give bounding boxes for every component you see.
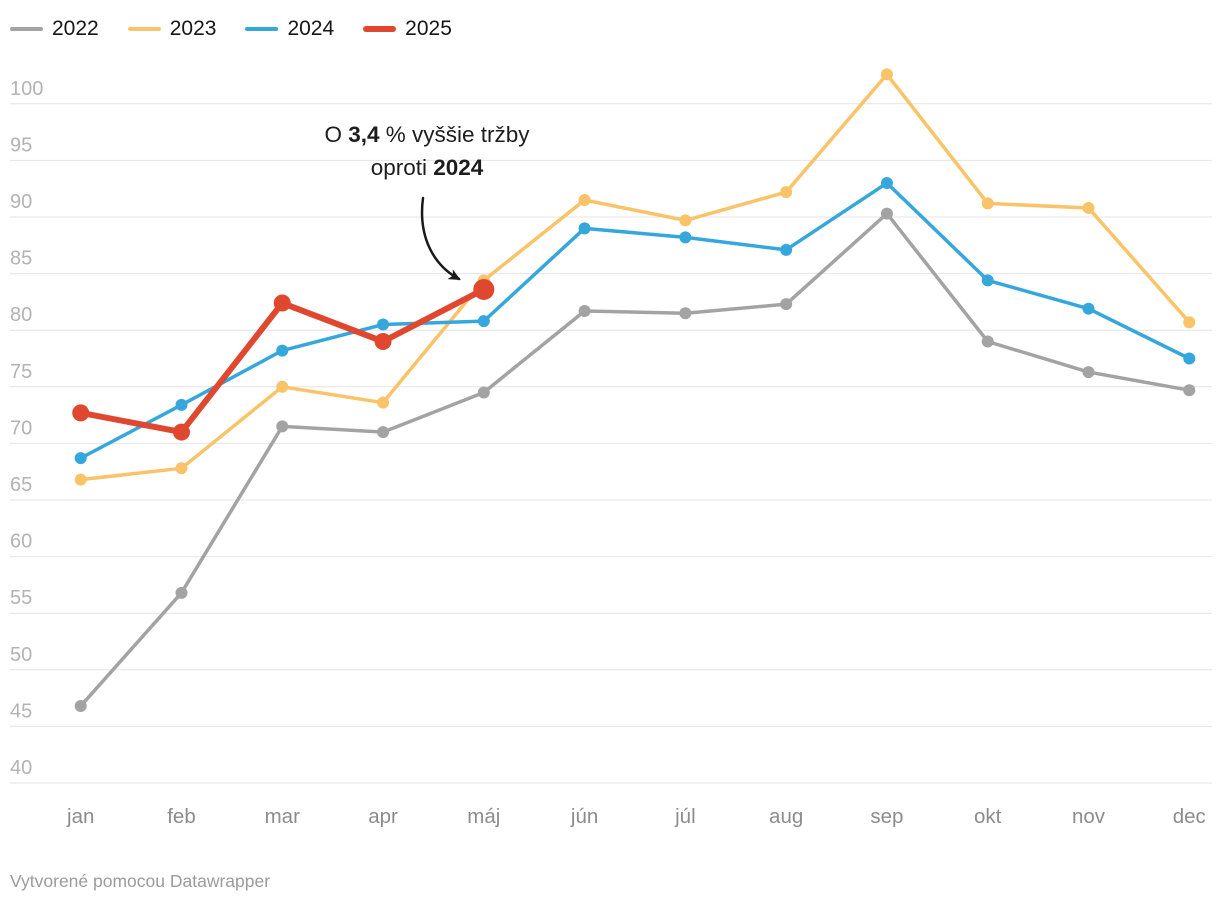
footer-text: Vytvorené pomocou [10, 871, 170, 891]
data-point-2025-feb[interactable] [172, 423, 190, 441]
y-axis-label: 40 [10, 757, 32, 779]
data-point-2024-máj[interactable] [477, 315, 490, 328]
data-point-2023-jún[interactable] [578, 194, 591, 207]
data-point-2024-apr[interactable] [377, 318, 390, 331]
legend-label: 2024 [287, 17, 335, 40]
data-point-2023-feb[interactable] [175, 462, 188, 475]
y-axis-label: 50 [10, 644, 32, 666]
series-line-2023 [78, 72, 1192, 482]
data-point-2022-okt[interactable] [981, 335, 994, 348]
x-axis-label: nov [1072, 805, 1106, 828]
y-axis-label: 85 [10, 248, 32, 270]
annotation-bold-year: 2024 [433, 155, 484, 180]
data-point-2023-nov[interactable] [1082, 201, 1095, 214]
data-point-2023-aug[interactable] [780, 186, 793, 199]
series-line-2022 [78, 211, 1192, 708]
x-axis-label: jan [66, 805, 94, 828]
data-point-2023-jan[interactable] [74, 473, 87, 486]
x-axis-label: feb [167, 805, 196, 828]
data-point-2024-okt[interactable] [981, 274, 994, 287]
footer-attribution: Vytvorené pomocou Datawrapper [10, 871, 270, 892]
data-point-2022-mar[interactable] [276, 420, 289, 433]
data-point-2024-feb[interactable] [175, 398, 188, 411]
annotation-text: oproti [370, 155, 434, 180]
data-point-2022-nov[interactable] [1082, 366, 1095, 379]
y-axis-label: 80 [10, 304, 32, 326]
data-point-2024-jan[interactable] [74, 452, 87, 465]
x-axis-label: dec [1173, 805, 1206, 828]
legend-swatch-icon [363, 26, 397, 32]
annotation: O 3,4 % vyššie tržby oproti 2024 [285, 118, 569, 184]
data-point-2025-mar[interactable] [273, 294, 291, 312]
data-point-2022-júl[interactable] [679, 307, 692, 320]
data-point-2023-júl[interactable] [679, 214, 692, 227]
data-point-2023-mar[interactable] [276, 380, 289, 393]
data-point-2022-máj[interactable] [477, 386, 490, 399]
x-axis-label: júl [674, 805, 696, 828]
data-point-2025-máj[interactable] [473, 278, 495, 300]
x-axis-label: okt [974, 805, 1002, 828]
annotation-text: O [324, 122, 349, 147]
data-point-2023-okt[interactable] [981, 197, 994, 210]
data-point-2023-dec[interactable] [1183, 316, 1196, 329]
legend-item-2022: 2022 [10, 16, 99, 42]
y-axis-label: 100 [10, 78, 43, 100]
data-point-2022-feb[interactable] [175, 586, 188, 599]
data-point-2022-jan[interactable] [74, 700, 87, 713]
y-axis-label: 70 [10, 417, 32, 439]
legend-swatch-icon [10, 27, 43, 31]
x-axis-label: apr [368, 805, 398, 828]
legend: 2022 2023 2024 2025 [10, 16, 452, 42]
series-line-2024 [78, 181, 1192, 460]
x-axis-label: mar [265, 805, 300, 828]
y-axis-label: 75 [10, 361, 32, 383]
data-point-2024-dec[interactable] [1183, 352, 1196, 365]
y-axis-label: 55 [10, 587, 32, 609]
annotation-text: % vyššie tržby [379, 122, 530, 147]
data-point-2022-jún[interactable] [578, 304, 591, 317]
y-axis-label: 60 [10, 531, 32, 553]
data-point-2024-aug[interactable] [780, 243, 793, 256]
x-axis-label: jún [570, 805, 598, 828]
legend-swatch-icon [127, 27, 161, 31]
y-axis-label: 65 [10, 474, 32, 496]
data-point-2024-júl[interactable] [679, 231, 692, 244]
annotation-bold-value: 3,4 [348, 122, 380, 147]
data-point-2024-sep[interactable] [880, 177, 893, 190]
data-point-2022-aug[interactable] [780, 298, 793, 311]
legend-swatch-icon [245, 27, 279, 31]
annotation-line-1: O 3,4 % vyššie tržby [285, 118, 569, 151]
y-axis-label: 95 [10, 134, 32, 156]
datawrapper-link[interactable]: Datawrapper [169, 871, 271, 891]
data-point-2025-jan[interactable] [72, 404, 90, 422]
legend-item-2023: 2023 [127, 16, 217, 42]
x-axis-label: aug [769, 805, 803, 828]
data-point-2024-jún[interactable] [578, 222, 591, 235]
data-point-2024-nov[interactable] [1082, 302, 1095, 315]
data-point-2024-mar[interactable] [276, 344, 289, 357]
legend-label: 2025 [405, 17, 452, 40]
data-point-2023-apr[interactable] [377, 396, 390, 409]
data-point-2025-apr[interactable] [374, 333, 392, 351]
x-axis-label: máj [467, 805, 500, 828]
legend-item-2025: 2025 [363, 16, 452, 42]
data-point-2022-dec[interactable] [1183, 384, 1196, 397]
legend-label: 2023 [169, 17, 217, 40]
data-point-2022-sep[interactable] [880, 207, 893, 220]
annotation-line-2: oproti 2024 [285, 151, 569, 184]
legend-label: 2022 [52, 17, 99, 40]
y-axis-label: 90 [10, 191, 32, 213]
y-axis-label: 45 [10, 700, 32, 722]
legend-item-2024: 2024 [245, 16, 334, 42]
data-point-2022-apr[interactable] [377, 426, 390, 439]
annotation-arrow-icon [420, 196, 461, 281]
x-axis-label: sep [870, 805, 903, 828]
data-point-2023-sep[interactable] [880, 68, 893, 81]
